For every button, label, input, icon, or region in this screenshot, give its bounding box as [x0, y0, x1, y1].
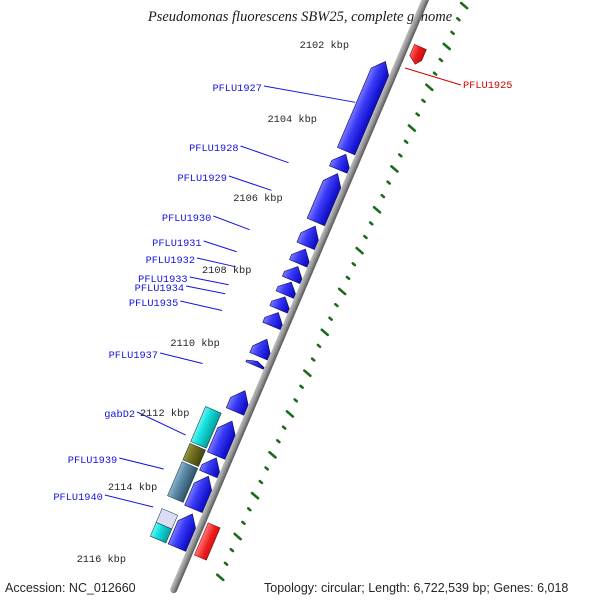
- svg-text:PFLU1935: PFLU1935: [129, 298, 178, 310]
- svg-text:PFLU1929: PFLU1929: [177, 173, 226, 185]
- svg-text:2102 kbp: 2102 kbp: [300, 40, 349, 52]
- svg-text:PFLU1928: PFLU1928: [189, 143, 238, 155]
- svg-text:Topology: circular; Length: 6,: Topology: circular; Length: 6,722,539 bp…: [264, 581, 568, 595]
- svg-text:PFLU1940: PFLU1940: [53, 492, 102, 504]
- svg-text:Accession: NC_012660: Accession: NC_012660: [5, 581, 136, 595]
- svg-text:2110 kbp: 2110 kbp: [170, 338, 219, 350]
- svg-text:PFLU1931: PFLU1931: [152, 238, 201, 250]
- svg-text:PFLU1932: PFLU1932: [146, 255, 195, 267]
- svg-text:PFLU1934: PFLU1934: [135, 283, 184, 295]
- svg-text:PFLU1939: PFLU1939: [68, 455, 117, 467]
- svg-text:PFLU1930: PFLU1930: [162, 213, 211, 225]
- svg-text:PFLU1927: PFLU1927: [212, 83, 261, 95]
- svg-text:2114 kbp: 2114 kbp: [108, 482, 157, 494]
- svg-text:2104 kbp: 2104 kbp: [268, 114, 317, 126]
- svg-text:gabD2: gabD2: [104, 409, 135, 421]
- svg-text:PFLU1937: PFLU1937: [109, 350, 158, 362]
- svg-text:2108 kbp: 2108 kbp: [202, 265, 251, 277]
- svg-text:2106 kbp: 2106 kbp: [233, 193, 282, 205]
- svg-text:2116 kbp: 2116 kbp: [77, 554, 126, 566]
- svg-text:PFLU1925: PFLU1925: [463, 80, 512, 92]
- svg-text:2112 kbp: 2112 kbp: [140, 408, 189, 420]
